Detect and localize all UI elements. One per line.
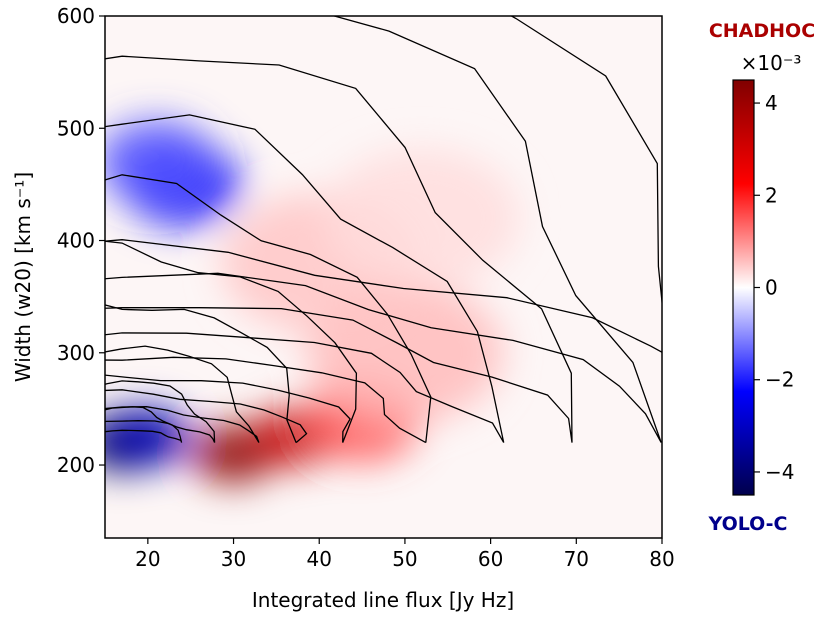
- y-tick-label: 600: [57, 4, 95, 28]
- heatmap-cell: [324, 148, 521, 289]
- contour-line: [105, 345, 260, 443]
- contour-lines: [105, 16, 662, 444]
- x-tick-label: 50: [392, 547, 417, 571]
- y-tick-label: 500: [57, 116, 95, 140]
- contour-line: [105, 304, 308, 444]
- colorbar-tick-label: −4: [765, 460, 794, 484]
- x-tick-label: 40: [307, 547, 332, 571]
- plot-frame: [104, 15, 663, 539]
- x-axis: 20 30 40 50 60 70 80: [135, 538, 675, 571]
- x-tick-label: 30: [221, 547, 246, 571]
- x-tick-label: 20: [135, 547, 160, 571]
- x-tick-label: 80: [649, 547, 674, 571]
- colorbar-exponent: ×10⁻³: [741, 51, 802, 75]
- y-axis: 200 300 400 500 600: [57, 4, 105, 477]
- y-tick-label: 300: [57, 341, 95, 365]
- heatmap-cell: [105, 119, 216, 204]
- colorbar-bottom-label: YOLO-C: [708, 513, 788, 535]
- contour-line: [105, 16, 662, 353]
- contour-line: [105, 114, 505, 443]
- colorbar: [732, 79, 755, 496]
- contour-line: [105, 174, 432, 444]
- x-axis-label: Integrated line flux [Jy Hz]: [252, 588, 514, 612]
- colorbar-tick-label: −2: [765, 368, 794, 392]
- x-tick-label: 70: [564, 547, 589, 571]
- contour-line: [105, 406, 183, 443]
- x-tick-label: 60: [478, 547, 503, 571]
- colorbar-tick-label: 0: [765, 276, 778, 300]
- y-tick-label: 200: [57, 453, 95, 477]
- colorbar-ticks: −4 −2 0 2 4: [754, 91, 794, 484]
- colorbar-top-label: CHADHOC: [709, 20, 815, 42]
- heatmap-field: [105, 119, 521, 484]
- colorbar-tick-label: 2: [765, 183, 778, 207]
- y-axis-label: Width (w20) [km s⁻¹]: [11, 172, 35, 382]
- contour-line: [105, 55, 573, 443]
- colorbar-tick-label: 4: [765, 91, 778, 115]
- heatmap-cell: [105, 406, 190, 467]
- contour-line: [105, 16, 662, 443]
- contour-line: [105, 380, 216, 443]
- y-tick-label: 400: [57, 229, 95, 253]
